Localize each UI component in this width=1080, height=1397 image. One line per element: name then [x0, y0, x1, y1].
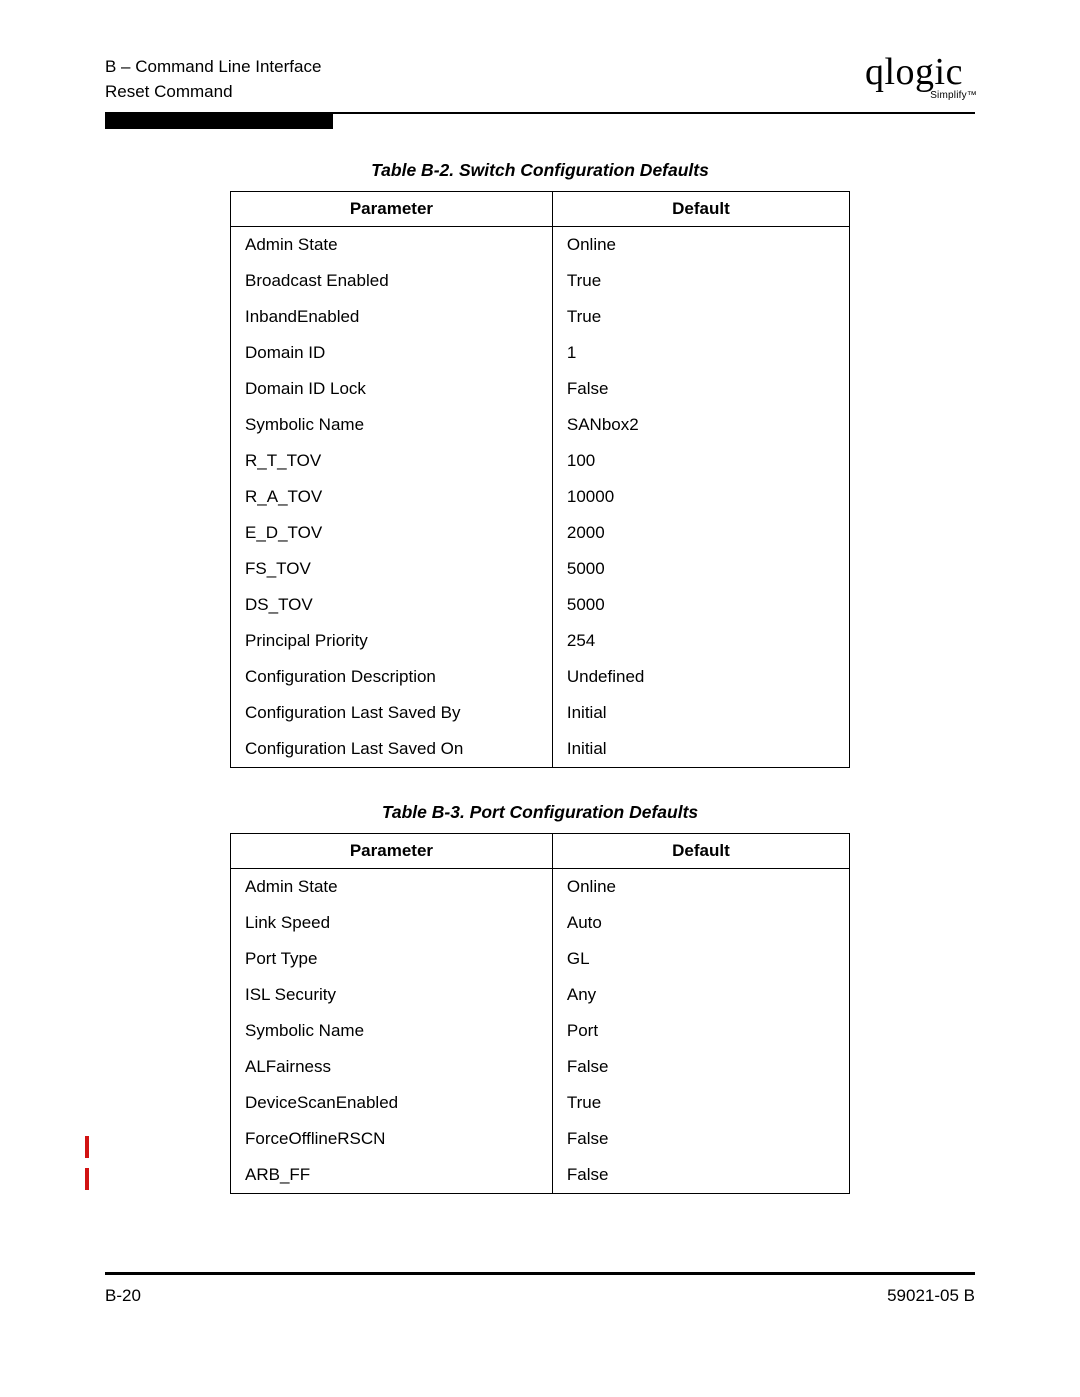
page-footer: B-20 59021-05 B: [105, 1286, 975, 1306]
cell-default: 10000: [552, 479, 849, 515]
table-b2-caption: Table B-2. Switch Configuration Defaults: [105, 160, 975, 181]
table-row: Symbolic NamePort: [231, 1013, 850, 1049]
header-line-1: B – Command Line Interface: [105, 55, 321, 80]
change-bar-icon: [85, 1136, 89, 1158]
cell-default: False: [552, 371, 849, 407]
table-row: Configuration DescriptionUndefined: [231, 659, 850, 695]
cell-default: 2000: [552, 515, 849, 551]
cell-default: 5000: [552, 551, 849, 587]
footer-page-number: B-20: [105, 1286, 141, 1306]
cell-parameter: DeviceScanEnabled: [231, 1085, 553, 1121]
cell-default: 100: [552, 443, 849, 479]
table-row: DeviceScanEnabledTrue: [231, 1085, 850, 1121]
cell-default: False: [552, 1121, 849, 1157]
cell-default: Auto: [552, 905, 849, 941]
cell-default: Initial: [552, 731, 849, 768]
table-row: ALFairnessFalse: [231, 1049, 850, 1085]
page-content: Table B-2. Switch Configuration Defaults…: [105, 160, 975, 1194]
cell-default: Port: [552, 1013, 849, 1049]
cell-default: Any: [552, 977, 849, 1013]
table-header-row: Parameter Default: [231, 192, 850, 227]
table-header-row: Parameter Default: [231, 834, 850, 869]
cell-parameter: R_T_TOV: [231, 443, 553, 479]
table-row: Configuration Last Saved OnInitial: [231, 731, 850, 768]
table-row: FS_TOV5000: [231, 551, 850, 587]
table-row: Symbolic NameSANbox2: [231, 407, 850, 443]
col-default: Default: [552, 834, 849, 869]
cell-parameter: Configuration Last Saved By: [231, 695, 553, 731]
change-bar-icon: [85, 1168, 89, 1190]
table-row: Domain ID1: [231, 335, 850, 371]
footer-doc-number: 59021-05 B: [887, 1286, 975, 1306]
cell-parameter: InbandEnabled: [231, 299, 553, 335]
table-row: ARB_FFFalse: [231, 1157, 850, 1194]
header-black-bar: [105, 112, 333, 129]
cell-parameter: R_A_TOV: [231, 479, 553, 515]
table-row: E_D_TOV2000: [231, 515, 850, 551]
cell-parameter: FS_TOV: [231, 551, 553, 587]
header-line-2: Reset Command: [105, 80, 321, 105]
table-row: R_A_TOV10000: [231, 479, 850, 515]
table-b3: Parameter Default Admin StateOnline Link…: [230, 833, 850, 1194]
cell-parameter: Symbolic Name: [231, 407, 553, 443]
cell-default: Online: [552, 869, 849, 906]
col-parameter: Parameter: [231, 834, 553, 869]
cell-default: Initial: [552, 695, 849, 731]
cell-parameter: Admin State: [231, 227, 553, 264]
table-row: Principal Priority254: [231, 623, 850, 659]
cell-parameter: Symbolic Name: [231, 1013, 553, 1049]
table-row: Admin StateOnline: [231, 227, 850, 264]
cell-default: GL: [552, 941, 849, 977]
cell-parameter: Admin State: [231, 869, 553, 906]
cell-parameter: ALFairness: [231, 1049, 553, 1085]
cell-parameter: Port Type: [231, 941, 553, 977]
cell-default: 254: [552, 623, 849, 659]
table-b3-caption: Table B-3. Port Configuration Defaults: [105, 802, 975, 823]
cell-parameter: ISL Security: [231, 977, 553, 1013]
brand-logo-tagline: Simplify™: [930, 90, 977, 101]
table-row: ForceOfflineRSCNFalse: [231, 1121, 850, 1157]
cell-parameter: Broadcast Enabled: [231, 263, 553, 299]
table-row: InbandEnabledTrue: [231, 299, 850, 335]
header-left: B – Command Line Interface Reset Command: [105, 55, 321, 104]
brand-logo-script: qlogic: [865, 53, 975, 91]
cell-default: 1: [552, 335, 849, 371]
cell-default: 5000: [552, 587, 849, 623]
cell-parameter: ForceOfflineRSCN: [231, 1121, 553, 1157]
cell-default: Undefined: [552, 659, 849, 695]
cell-parameter: Domain ID Lock: [231, 371, 553, 407]
cell-parameter: Configuration Last Saved On: [231, 731, 553, 768]
footer-rule: [105, 1272, 975, 1275]
page-header: B – Command Line Interface Reset Command…: [105, 55, 975, 111]
cell-default: False: [552, 1049, 849, 1085]
table-row: R_T_TOV100: [231, 443, 850, 479]
table-row: Admin StateOnline: [231, 869, 850, 906]
cell-parameter: Configuration Description: [231, 659, 553, 695]
cell-default: True: [552, 263, 849, 299]
table-row: Domain ID LockFalse: [231, 371, 850, 407]
cell-default: Online: [552, 227, 849, 264]
cell-default: SANbox2: [552, 407, 849, 443]
cell-parameter: Domain ID: [231, 335, 553, 371]
table-row: Port TypeGL: [231, 941, 850, 977]
table-b2: Parameter Default Admin StateOnline Broa…: [230, 191, 850, 768]
cell-parameter: DS_TOV: [231, 587, 553, 623]
brand-logo: qlogic Simplify™: [865, 55, 975, 99]
cell-parameter: E_D_TOV: [231, 515, 553, 551]
col-parameter: Parameter: [231, 192, 553, 227]
cell-parameter: Principal Priority: [231, 623, 553, 659]
cell-parameter: Link Speed: [231, 905, 553, 941]
table-row: ISL SecurityAny: [231, 977, 850, 1013]
cell-default: False: [552, 1157, 849, 1194]
cell-default: True: [552, 1085, 849, 1121]
table-row: DS_TOV5000: [231, 587, 850, 623]
table-row: Link SpeedAuto: [231, 905, 850, 941]
table-row: Configuration Last Saved ByInitial: [231, 695, 850, 731]
col-default: Default: [552, 192, 849, 227]
cell-default: True: [552, 299, 849, 335]
cell-parameter: ARB_FF: [231, 1157, 553, 1194]
table-row: Broadcast EnabledTrue: [231, 263, 850, 299]
header-row: B – Command Line Interface Reset Command…: [105, 55, 975, 111]
